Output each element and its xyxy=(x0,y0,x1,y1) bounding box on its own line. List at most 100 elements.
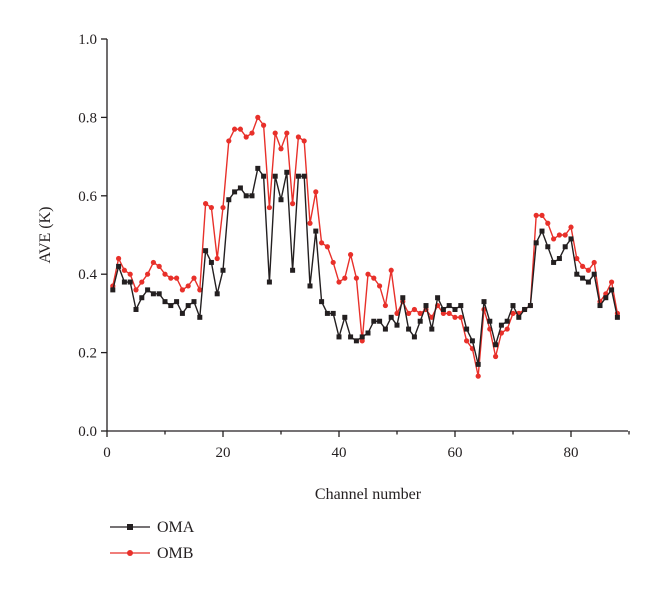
data-point-oma xyxy=(377,318,383,324)
data-point-omb xyxy=(191,275,197,281)
legend-item-oma: OMA xyxy=(110,519,195,536)
data-point-omb xyxy=(458,314,464,320)
data-point-oma xyxy=(504,318,510,324)
data-point-oma xyxy=(162,299,168,305)
data-point-omb xyxy=(243,134,249,140)
data-point-oma xyxy=(562,244,568,250)
data-point-omb xyxy=(301,138,307,144)
data-point-omb xyxy=(313,189,319,195)
data-point-oma xyxy=(243,193,249,199)
data-point-oma xyxy=(261,173,267,179)
data-point-oma xyxy=(609,287,615,293)
data-point-oma xyxy=(185,303,191,309)
x-axis-ticks: 0 20 40 60 80 xyxy=(103,431,630,461)
data-point-oma xyxy=(232,189,238,195)
x-tick-label: 80 xyxy=(564,445,579,461)
data-point-oma xyxy=(394,322,400,328)
data-point-omb xyxy=(452,314,458,320)
data-point-omb xyxy=(382,302,388,309)
data-point-oma xyxy=(614,314,620,320)
data-point-omb xyxy=(278,146,284,152)
data-point-omb xyxy=(261,122,267,128)
data-point-oma xyxy=(266,279,272,285)
data-point-oma xyxy=(464,326,470,332)
data-point-oma xyxy=(145,287,151,293)
data-point-omb xyxy=(203,201,209,207)
data-point-omb xyxy=(324,244,330,250)
data-point-omb xyxy=(580,263,586,269)
data-point-omb xyxy=(295,134,301,140)
data-point-omb xyxy=(562,232,568,238)
data-point-omb xyxy=(394,310,400,316)
data-point-omb xyxy=(174,275,180,281)
legend-item-omb: OMB xyxy=(110,545,193,562)
data-point-oma xyxy=(313,228,319,234)
x-tick-label: 20 xyxy=(216,445,231,461)
data-point-omb xyxy=(493,353,499,360)
data-point-oma xyxy=(307,283,313,289)
data-point-oma xyxy=(493,342,499,348)
data-point-omb xyxy=(365,271,371,277)
legend-oma-marker xyxy=(127,524,133,530)
data-point-omb xyxy=(417,310,423,316)
data-point-omb xyxy=(551,236,557,242)
y-axis-ticks: 0.0 0.2 0.4 0.6 0.8 1.0 xyxy=(78,32,107,440)
data-point-oma xyxy=(174,299,180,305)
data-point-oma xyxy=(197,314,203,320)
data-point-oma xyxy=(568,236,574,242)
data-point-omb xyxy=(319,240,325,246)
y-tick-label: 0.8 xyxy=(78,110,97,126)
data-point-oma xyxy=(348,334,354,340)
data-point-omb xyxy=(568,224,574,230)
data-point-oma xyxy=(226,197,232,203)
x-tick-label: 60 xyxy=(448,445,463,461)
data-point-omb xyxy=(609,279,615,285)
y-tick-label: 0.6 xyxy=(78,189,97,205)
data-point-omb xyxy=(208,204,214,211)
data-point-omb xyxy=(446,310,452,316)
data-point-oma xyxy=(324,310,330,316)
data-point-omb xyxy=(371,275,377,281)
data-point-omb xyxy=(591,259,597,266)
data-point-omb xyxy=(342,275,348,281)
data-point-omb xyxy=(406,310,412,316)
data-point-omb xyxy=(353,275,359,281)
data-point-oma xyxy=(580,275,586,281)
legend: OMA OMB xyxy=(110,519,195,562)
data-point-oma xyxy=(527,303,533,309)
data-point-oma xyxy=(371,318,377,324)
data-point-oma xyxy=(516,314,522,320)
data-point-oma xyxy=(208,259,214,265)
data-point-omb xyxy=(214,255,220,262)
data-point-oma xyxy=(121,279,127,285)
data-point-oma xyxy=(382,326,388,332)
series-layer xyxy=(110,114,621,379)
data-point-oma xyxy=(406,326,412,332)
data-point-omb xyxy=(168,275,174,281)
series-omb-line xyxy=(112,116,619,377)
data-point-omb xyxy=(220,204,226,211)
data-point-oma xyxy=(591,271,597,277)
data-point-oma xyxy=(533,240,539,246)
y-tick-label: 1.0 xyxy=(78,32,97,48)
legend-oma-label: OMA xyxy=(157,519,195,536)
data-point-oma xyxy=(551,259,557,265)
data-point-omb xyxy=(156,263,162,269)
data-point-omb xyxy=(249,130,255,136)
data-point-oma xyxy=(150,291,156,297)
data-point-oma xyxy=(336,334,342,340)
data-point-oma xyxy=(510,303,516,309)
y-tick-label: 0.0 xyxy=(78,424,97,440)
y-tick-label: 0.4 xyxy=(78,267,97,283)
data-point-oma xyxy=(498,322,504,328)
data-point-omb xyxy=(504,326,510,332)
series-omb xyxy=(110,114,621,379)
data-point-oma xyxy=(290,267,296,273)
data-point-oma xyxy=(179,310,185,316)
data-point-omb xyxy=(284,130,290,136)
data-point-omb xyxy=(116,255,122,262)
data-point-oma xyxy=(440,306,446,312)
data-point-oma xyxy=(452,306,458,312)
data-point-omb xyxy=(464,338,470,344)
